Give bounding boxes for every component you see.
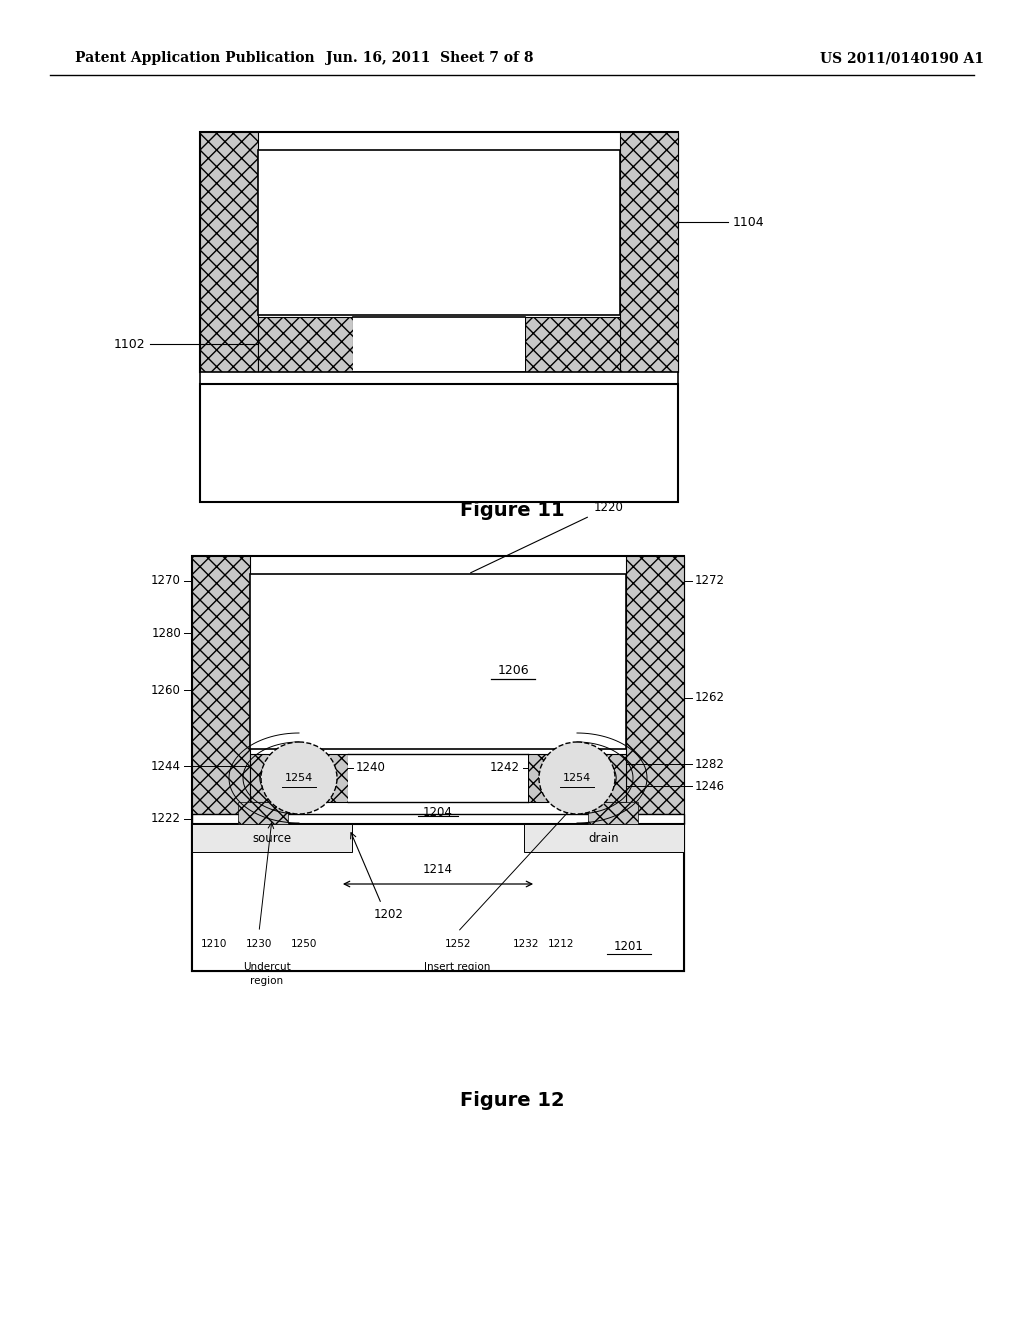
Text: 1250: 1250 [291, 939, 317, 949]
Text: 1252: 1252 [444, 939, 471, 949]
Text: 1254: 1254 [285, 774, 313, 783]
Text: 1212: 1212 [548, 939, 574, 949]
Bar [250, 754, 348, 803]
Text: Figure 11: Figure 11 [460, 500, 564, 520]
Text: 1232: 1232 [513, 939, 540, 949]
Text: 1270: 1270 [152, 574, 181, 587]
Text: 1272: 1272 [695, 574, 725, 587]
Text: source: source [253, 832, 292, 845]
Text: 1102: 1102 [114, 338, 145, 351]
Text: 1220: 1220 [594, 502, 624, 513]
Bar [525, 317, 620, 372]
Text: Patent Application Publication: Patent Application Publication [75, 51, 314, 65]
Bar [620, 132, 678, 372]
Bar [193, 824, 684, 972]
Bar [200, 132, 678, 372]
Ellipse shape [539, 742, 615, 814]
Text: 1242: 1242 [490, 762, 520, 774]
Text: region: region [251, 975, 284, 986]
Text: 1222: 1222 [151, 813, 181, 825]
Bar [200, 372, 678, 384]
Text: 1214: 1214 [423, 863, 453, 876]
Text: 1254: 1254 [563, 774, 591, 783]
Ellipse shape [261, 742, 337, 814]
Text: 1244: 1244 [151, 759, 181, 772]
Text: 1246: 1246 [695, 780, 725, 792]
Bar [193, 824, 352, 851]
Bar [258, 150, 620, 315]
Text: 1206: 1206 [498, 664, 529, 677]
Bar [193, 556, 684, 972]
Bar [528, 754, 626, 803]
Text: US 2011/0140190 A1: US 2011/0140190 A1 [820, 51, 984, 65]
Text: 1210: 1210 [201, 939, 227, 949]
Bar [200, 384, 678, 502]
Bar [524, 824, 684, 851]
Bar [238, 803, 288, 824]
Text: 1201: 1201 [614, 940, 644, 953]
Bar [353, 317, 525, 372]
Bar [588, 803, 638, 824]
Text: 1240: 1240 [356, 762, 386, 774]
Text: 1280: 1280 [152, 627, 181, 640]
Bar [193, 556, 250, 814]
Text: Jun. 16, 2011  Sheet 7 of 8: Jun. 16, 2011 Sheet 7 of 8 [327, 51, 534, 65]
Bar [626, 556, 684, 814]
Bar [258, 317, 353, 372]
Text: Figure 12: Figure 12 [460, 1090, 564, 1110]
Text: 1262: 1262 [695, 692, 725, 705]
Bar [200, 132, 258, 372]
Bar [348, 754, 528, 803]
Text: Insert region: Insert region [425, 962, 490, 972]
Text: 1104: 1104 [733, 215, 765, 228]
Text: 1230: 1230 [246, 939, 272, 949]
Text: 1202: 1202 [374, 908, 403, 920]
Text: 1282: 1282 [695, 758, 725, 771]
Bar [193, 814, 684, 824]
Text: Undercut: Undercut [243, 962, 291, 972]
Text: drain: drain [589, 832, 620, 845]
Text: 1260: 1260 [152, 684, 181, 697]
Text: 1204: 1204 [423, 807, 453, 818]
Bar [250, 574, 626, 748]
